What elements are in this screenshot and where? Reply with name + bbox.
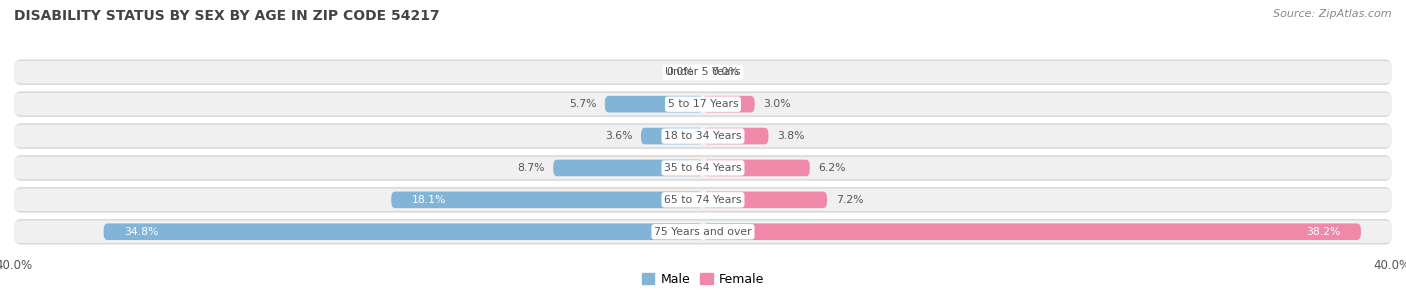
FancyBboxPatch shape (703, 96, 755, 112)
FancyBboxPatch shape (605, 96, 703, 112)
FancyBboxPatch shape (703, 128, 769, 144)
Text: 18.1%: 18.1% (412, 195, 446, 205)
Text: 3.6%: 3.6% (605, 131, 633, 141)
FancyBboxPatch shape (14, 188, 1392, 211)
FancyBboxPatch shape (14, 155, 1392, 181)
FancyBboxPatch shape (104, 223, 703, 240)
FancyBboxPatch shape (14, 61, 1392, 84)
FancyBboxPatch shape (391, 192, 703, 208)
FancyBboxPatch shape (14, 187, 1392, 212)
Text: 3.8%: 3.8% (778, 131, 804, 141)
FancyBboxPatch shape (14, 93, 1392, 116)
FancyBboxPatch shape (553, 160, 703, 176)
Text: 3.0%: 3.0% (763, 99, 792, 109)
Text: Under 5 Years: Under 5 Years (665, 67, 741, 77)
FancyBboxPatch shape (14, 123, 1392, 149)
Text: Source: ZipAtlas.com: Source: ZipAtlas.com (1274, 9, 1392, 19)
Text: 6.2%: 6.2% (818, 163, 846, 173)
FancyBboxPatch shape (703, 192, 827, 208)
FancyBboxPatch shape (641, 128, 703, 144)
Text: 34.8%: 34.8% (124, 227, 159, 237)
Text: 8.7%: 8.7% (517, 163, 544, 173)
Text: 5 to 17 Years: 5 to 17 Years (668, 99, 738, 109)
Text: DISABILITY STATUS BY SEX BY AGE IN ZIP CODE 54217: DISABILITY STATUS BY SEX BY AGE IN ZIP C… (14, 9, 440, 23)
Legend: Male, Female: Male, Female (641, 273, 765, 286)
Text: 0.0%: 0.0% (711, 67, 740, 77)
Text: 75 Years and over: 75 Years and over (654, 227, 752, 237)
Text: 38.2%: 38.2% (1306, 227, 1340, 237)
FancyBboxPatch shape (14, 92, 1392, 117)
Text: 18 to 34 Years: 18 to 34 Years (664, 131, 742, 141)
FancyBboxPatch shape (14, 60, 1392, 85)
FancyBboxPatch shape (14, 219, 1392, 244)
FancyBboxPatch shape (14, 220, 1392, 243)
Text: 7.2%: 7.2% (835, 195, 863, 205)
FancyBboxPatch shape (14, 157, 1392, 179)
Text: 0.0%: 0.0% (666, 67, 695, 77)
FancyBboxPatch shape (703, 160, 810, 176)
FancyBboxPatch shape (14, 125, 1392, 147)
Text: 65 to 74 Years: 65 to 74 Years (664, 195, 742, 205)
FancyBboxPatch shape (703, 223, 1361, 240)
Text: 5.7%: 5.7% (568, 99, 596, 109)
Text: 35 to 64 Years: 35 to 64 Years (664, 163, 742, 173)
